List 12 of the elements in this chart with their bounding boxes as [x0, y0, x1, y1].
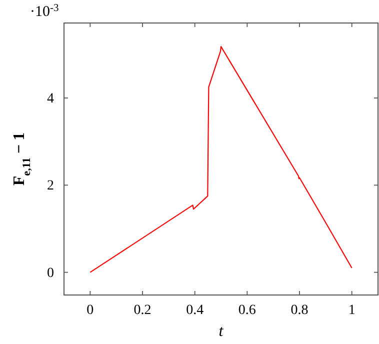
x-tick-label: 0.8	[290, 302, 308, 318]
x-tick-label: 0	[86, 302, 94, 318]
x-axis-title: t	[218, 323, 224, 340]
x-tick-label: 0.4	[186, 302, 204, 318]
x-tick-label: 0.2	[134, 302, 152, 318]
y-tick-label: 4	[47, 91, 54, 106]
line-series	[90, 46, 352, 273]
y-tick-label: 0	[47, 266, 54, 281]
y-tick-label: 2	[47, 178, 54, 194]
text: ·10$^{-3}$	[30, 2, 59, 20]
x-tick-label: 0.6	[238, 302, 256, 318]
x-tick-label: 1	[348, 302, 356, 318]
